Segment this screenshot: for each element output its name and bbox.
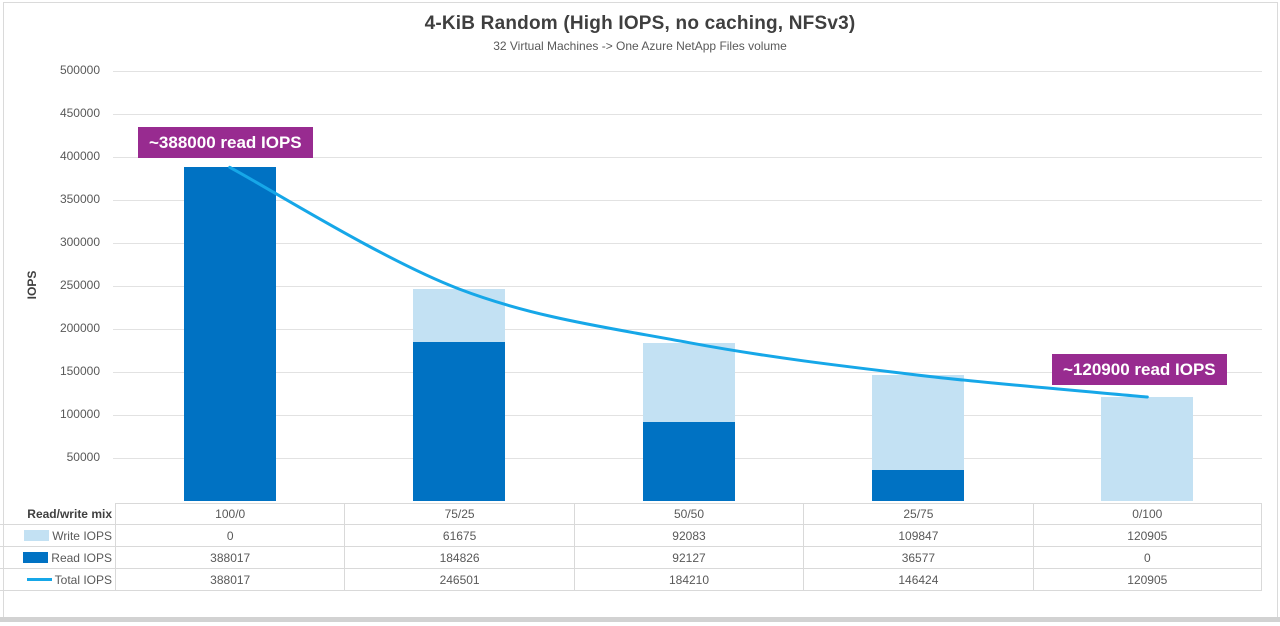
bottom-divider <box>0 617 1280 622</box>
table-category-cell: 75/25 <box>344 503 574 525</box>
write-iops-bar <box>871 375 964 470</box>
y-tick-label: 100000 <box>59 407 100 421</box>
gridline <box>113 70 1262 72</box>
table-category-cell: 50/50 <box>573 503 804 525</box>
chart-subtitle: 32 Virtual Machines -> One Azure NetApp … <box>493 39 787 53</box>
annotation-high-read-iops: ~388000 read IOPS <box>138 127 313 158</box>
read-iops-bar <box>871 469 964 501</box>
write-iops-swatch <box>24 530 50 541</box>
read-iops-swatch <box>23 552 49 563</box>
y-tick-label: 500000 <box>59 63 100 77</box>
gridline <box>113 242 1262 244</box>
read-iops-bar <box>413 342 506 501</box>
table-value-cell: 120905 <box>1032 525 1262 547</box>
table-row-header: Read/write mix <box>0 503 115 525</box>
table-value-cell: 246501 <box>344 569 574 591</box>
table-value-cell: 36577 <box>803 547 1033 569</box>
y-tick-label: 450000 <box>59 106 100 120</box>
total-iops-line-swatch <box>26 578 52 581</box>
table-value-cell: 0 <box>1032 547 1262 569</box>
table-category-cell: 25/75 <box>803 503 1033 525</box>
table-value-cell: 146424 <box>803 569 1033 591</box>
y-tick-label: 400000 <box>59 149 100 163</box>
table-value-cell: 120905 <box>1032 569 1262 591</box>
table-value-cell: 92127 <box>573 547 804 569</box>
read-iops-bar <box>183 167 276 501</box>
table-value-cell: 184826 <box>344 547 574 569</box>
legend-label-total-iops: Total IOPS <box>0 569 115 591</box>
y-tick-label: 150000 <box>59 364 100 378</box>
table-value-cell: 109847 <box>803 525 1033 547</box>
legend-label-text: Write IOPS <box>52 528 112 543</box>
annotation-low-read-iops: ~120900 read IOPS <box>1052 354 1227 385</box>
y-tick-label: 250000 <box>59 278 100 292</box>
table-value-cell: 388017 <box>115 569 345 591</box>
table-value-cell: 92083 <box>573 525 804 547</box>
y-tick-label: 200000 <box>59 321 100 335</box>
legend-label-text: Total IOPS <box>54 572 112 587</box>
y-tick-label: 300000 <box>59 235 100 249</box>
legend-label-write-iops: Write IOPS <box>0 525 115 547</box>
chart-title: 4-KiB Random (High IOPS, no caching, NFS… <box>424 13 856 34</box>
card-border-left <box>3 2 4 617</box>
table-value-cell: 388017 <box>115 547 345 569</box>
gridline <box>113 113 1262 115</box>
table-category-cell: 0/100 <box>1032 503 1262 525</box>
gridline <box>113 328 1262 330</box>
legend-label-text: Read IOPS <box>51 550 112 565</box>
legend-label-read-iops: Read IOPS <box>0 547 115 569</box>
gridline <box>113 285 1262 287</box>
y-tick-label: 350000 <box>59 192 100 206</box>
gridline <box>113 156 1262 158</box>
table-value-cell: 0 <box>115 525 345 547</box>
write-iops-bar <box>642 342 735 422</box>
table-category-cell: 100/0 <box>115 503 345 525</box>
y-tick-label: 50000 <box>66 450 100 464</box>
gridline <box>113 199 1262 201</box>
write-iops-bar <box>413 289 506 343</box>
table-value-cell: 184210 <box>573 569 804 591</box>
card-border-right <box>1277 2 1278 617</box>
table-value-cell: 61675 <box>344 525 574 547</box>
write-iops-bar <box>1101 397 1194 501</box>
card-border-top <box>3 2 1278 3</box>
read-iops-bar <box>642 421 735 501</box>
